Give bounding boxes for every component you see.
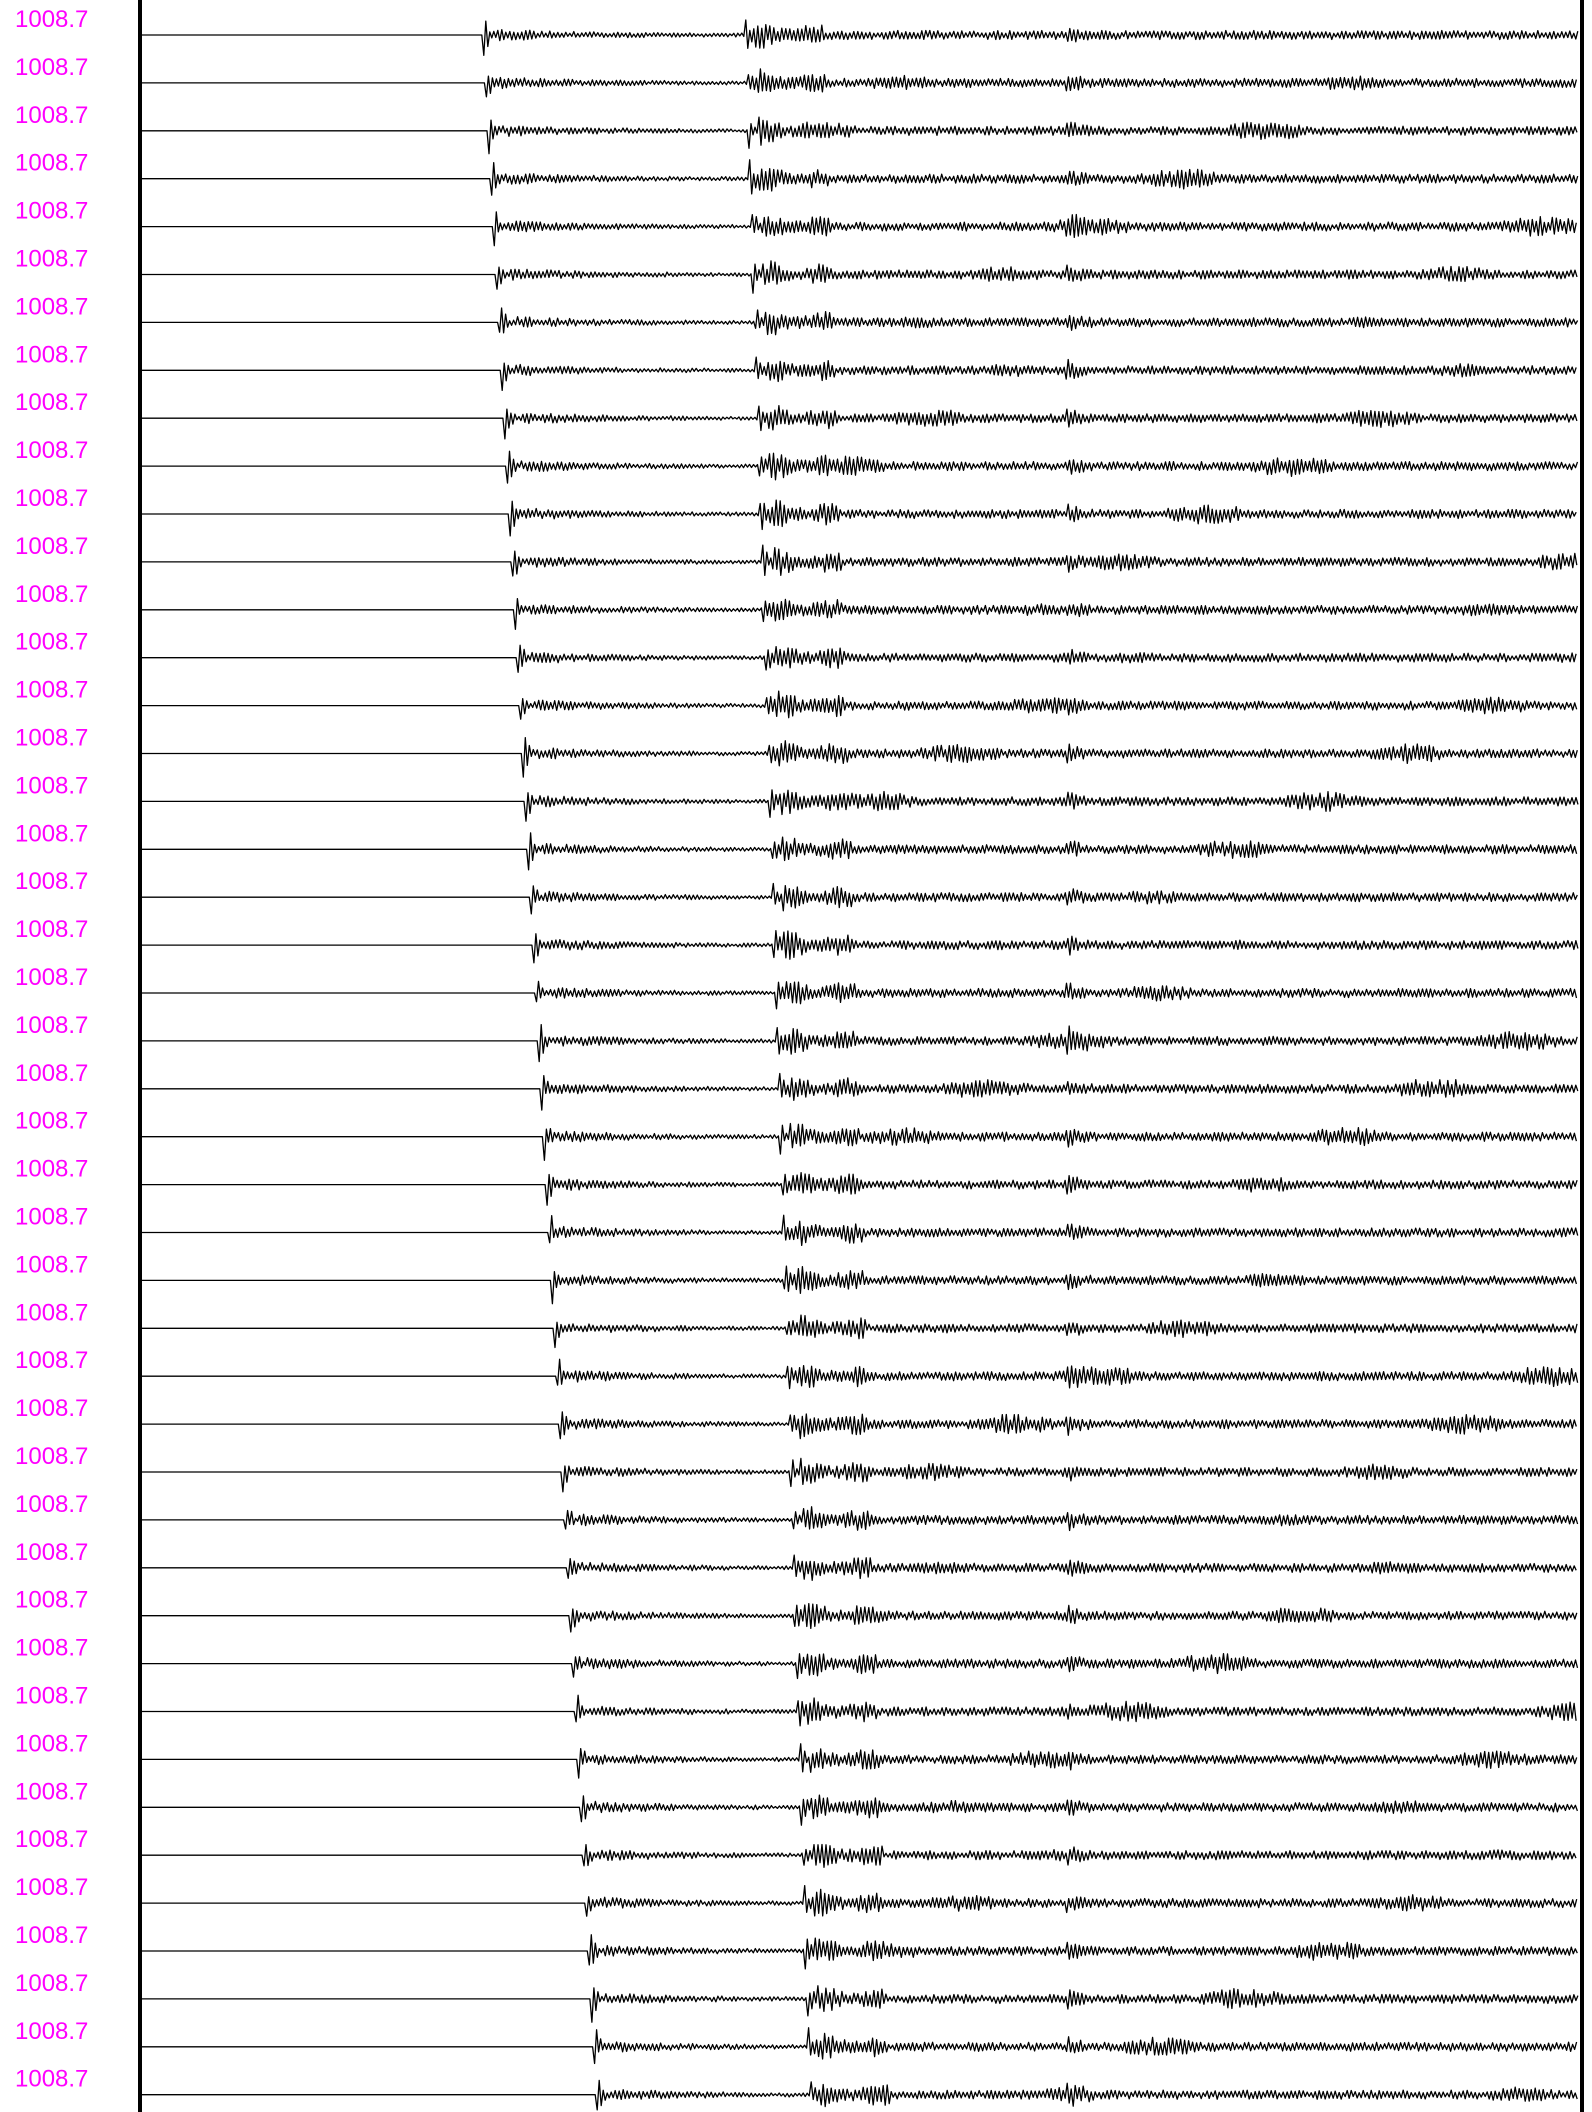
seismic-trace <box>142 1602 1578 1633</box>
trace-label: 1008.7 <box>15 677 88 704</box>
trace-label: 1008.7 <box>15 1970 88 1997</box>
trace-label: 1008.7 <box>15 1491 88 1518</box>
trace-label: 1008.7 <box>15 485 88 512</box>
trace-label: 1008.7 <box>15 725 88 752</box>
trace-label: 1008.7 <box>15 964 88 991</box>
trace-label: 1008.7 <box>15 1587 88 1614</box>
seismic-trace <box>142 1743 1578 1779</box>
trace-label: 1008.7 <box>15 820 88 847</box>
trace-label: 1008.7 <box>15 629 88 656</box>
seismic-trace <box>142 307 1579 336</box>
seismic-trace <box>142 1411 1577 1440</box>
seismic-trace <box>142 1843 1577 1868</box>
seismic-trace <box>142 499 1577 537</box>
trace-label: 1008.7 <box>15 1539 88 1566</box>
trace-label: 1008.7 <box>15 533 88 560</box>
seismic-trace <box>142 789 1579 822</box>
trace-label: 1008.7 <box>15 916 88 943</box>
seismic-trace <box>142 19 1579 56</box>
trace-label: 1008.7 <box>15 198 88 225</box>
seismic-trace <box>142 1172 1578 1206</box>
trace-label: 1008.7 <box>15 2066 88 2093</box>
trace-label: 1008.7 <box>15 772 88 799</box>
trace-label: 1008.7 <box>15 389 88 416</box>
seismic-trace <box>142 980 1578 1010</box>
seismic-trace <box>142 1314 1578 1349</box>
trace-label: 1008.7 <box>15 1156 88 1183</box>
seismic-trace <box>142 882 1578 915</box>
seismic-trace <box>142 1884 1578 1917</box>
seismic-trace <box>142 1358 1579 1390</box>
seismic-trace <box>142 405 1578 440</box>
trace-labels: 1008.7 1008.7 1008.7 1008.7 1008.7 1008.7 1008… <box>15 6 88 2093</box>
seismic-trace <box>142 1794 1579 1826</box>
seismic-trace <box>142 2079 1578 2111</box>
trace-label: 1008.7 <box>15 1874 88 1901</box>
seismic-trace <box>142 1457 1578 1493</box>
seismic-trace <box>142 930 1579 964</box>
trace-label: 1008.7 <box>15 1635 88 1662</box>
seismic-trace <box>142 211 1577 247</box>
seismic-trace <box>142 644 1577 673</box>
trace-label: 1008.7 <box>15 868 88 895</box>
seismic-trace <box>142 260 1578 294</box>
trace-label: 1008.7 <box>15 1060 88 1087</box>
trace-label: 1008.7 <box>15 246 88 273</box>
seismic-trace <box>142 737 1578 778</box>
seismic-trace <box>142 1265 1578 1305</box>
trace-label: 1008.7 <box>15 1395 88 1422</box>
seismic-trace <box>142 2027 1578 2065</box>
seismic-trace <box>142 1023 1578 1063</box>
seismic-trace <box>142 1554 1577 1581</box>
seismic-trace <box>142 1506 1579 1532</box>
seismic-trace <box>142 159 1579 196</box>
seismic-trace <box>142 1652 1579 1680</box>
trace-label: 1008.7 <box>15 1778 88 1805</box>
trace-label: 1008.7 <box>15 1443 88 1470</box>
seismic-trace <box>142 450 1579 484</box>
seismic-trace <box>142 1214 1579 1247</box>
seismic-trace <box>142 1694 1577 1727</box>
seismic-trace <box>142 832 1578 871</box>
trace-label: 1008.7 <box>15 1204 88 1231</box>
trace-label: 1008.7 <box>15 437 88 464</box>
trace-label: 1008.7 <box>15 54 88 81</box>
trace-label: 1008.7 <box>15 1730 88 1757</box>
trace-label: 1008.7 <box>15 1299 88 1326</box>
seismic-trace <box>142 356 1577 392</box>
seismic-trace <box>142 1985 1579 2023</box>
seismic-traces <box>142 19 1579 2111</box>
trace-label: 1008.7 <box>15 6 88 33</box>
seismic-trace <box>142 597 1579 630</box>
seismic-trace <box>142 544 1578 577</box>
trace-label: 1008.7 <box>15 1922 88 1949</box>
seismic-trace <box>142 1072 1579 1111</box>
seismic-trace <box>142 116 1578 155</box>
trace-label: 1008.7 <box>15 150 88 177</box>
trace-label: 1008.7 <box>15 2018 88 2045</box>
trace-label: 1008.7 <box>15 1347 88 1374</box>
seismic-trace <box>142 68 1578 98</box>
trace-label: 1008.7 <box>15 341 88 368</box>
seismic-trace <box>142 1122 1578 1161</box>
trace-label: 1008.7 <box>15 1683 88 1710</box>
trace-label: 1008.7 <box>15 1826 88 1853</box>
trace-label: 1008.7 <box>15 293 88 320</box>
trace-label: 1008.7 <box>15 102 88 129</box>
trace-label: 1008.7 <box>15 581 88 608</box>
trace-label: 1008.7 <box>15 1012 88 1039</box>
trace-label: 1008.7 <box>15 1108 88 1135</box>
seismic-trace <box>142 1934 1578 1970</box>
trace-label: 1008.7 <box>15 1251 88 1278</box>
seismic-trace <box>142 690 1578 720</box>
